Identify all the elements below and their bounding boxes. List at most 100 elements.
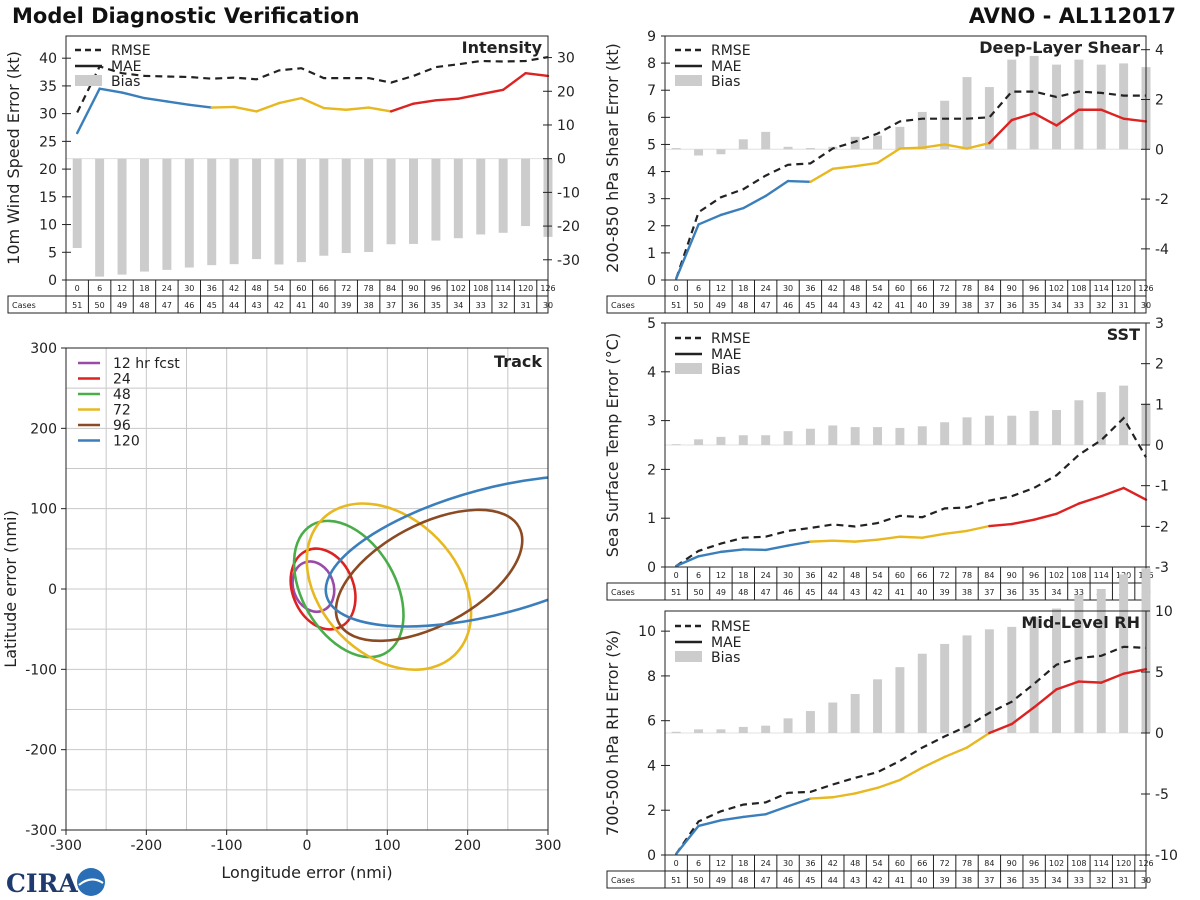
cases-value: 44 [229, 301, 239, 310]
cases-value: 49 [716, 301, 726, 310]
cases-value: 47 [761, 301, 771, 310]
cases-value: 40 [917, 876, 927, 885]
cases-value: 45 [805, 588, 815, 597]
mae-series-segment [1077, 680, 1103, 684]
mae-series-segment [1100, 486, 1125, 498]
x-tick-label: 24 [761, 859, 771, 868]
bias-bar [895, 126, 905, 150]
mae-series-segment [674, 555, 700, 568]
mae-series-segment [165, 100, 191, 106]
bias-bar [761, 131, 771, 150]
x-tick-label: 12 [716, 284, 726, 293]
rmse-series-line [76, 56, 549, 113]
bias-bar [431, 158, 441, 241]
bias-bar [409, 158, 418, 244]
cases-value: 48 [139, 301, 149, 310]
legend-bias-swatch [675, 75, 702, 86]
legend-bias-label: Bias [111, 74, 140, 90]
cases-value: 35 [1029, 588, 1039, 597]
chart-track: -300-300 -200 -200 -100 -100 0 0 100 100 200 200 30… [1, 341, 561, 882]
x-tick-label: 72 [341, 284, 351, 293]
bias-bar [1074, 595, 1084, 733]
y-tick-label: 8 [647, 669, 656, 685]
y2-tick-label: -20 [557, 219, 580, 235]
y2-tick-label: 0 [1155, 438, 1164, 454]
bias-bar [828, 702, 838, 733]
x-tick-label: 120 [1116, 284, 1131, 293]
mae-series-segment [1100, 108, 1125, 120]
panel-title: Deep-Layer Shear [979, 38, 1140, 57]
mae-series-segment [742, 194, 767, 210]
bias-bar [873, 427, 883, 445]
legend-rmse-label: RMSE [711, 331, 751, 347]
bias-bar [828, 425, 838, 445]
cases-value: 34 [1051, 876, 1061, 885]
bias-bar [694, 149, 704, 156]
bias-bar [895, 667, 905, 733]
y-tick-label: 0 [647, 560, 656, 576]
mae-series-segment [764, 805, 790, 816]
cases-value: 47 [162, 301, 172, 310]
x-tick-label: 24 [761, 571, 771, 580]
mae-series-segment [921, 532, 946, 539]
panel-title: Intensity [462, 38, 543, 57]
cases-value: 51 [671, 588, 681, 597]
cases-value: 40 [319, 301, 329, 310]
cases-value: 41 [895, 876, 905, 885]
legend-mae-label: MAE [111, 59, 142, 75]
panel-title: Track [494, 352, 542, 371]
x-tick-label: 84 [984, 859, 994, 868]
legend-rmse-label: RMSE [711, 619, 751, 635]
bias-bar [805, 428, 815, 445]
mae-series-segment [943, 529, 969, 536]
mae-series-segment [786, 797, 812, 808]
bias-bar [984, 415, 994, 445]
cases-value: 38 [962, 876, 972, 885]
cases-value: 32 [1096, 301, 1106, 310]
mae-series-segment [457, 93, 482, 100]
mae-series-segment [898, 146, 924, 150]
y-tick-label: 6 [647, 714, 656, 730]
bias-bar [296, 158, 306, 263]
mae-series-segment [210, 105, 236, 109]
bias-bar [738, 139, 748, 150]
bias-bar [1052, 608, 1061, 733]
mae-series-segment [412, 99, 438, 105]
y-axis-label: 10m Wind Speed Error (kt) [4, 51, 23, 265]
mae-series-segment [719, 206, 745, 217]
y-tick-label: 3 [647, 192, 656, 208]
mae-series-segment [853, 161, 879, 168]
cira-logo-globe [77, 868, 105, 896]
bias-bar [341, 158, 351, 254]
mae-series-segment [786, 540, 812, 547]
bias-bar [1119, 63, 1129, 150]
legend-mae-label: MAE [711, 635, 742, 651]
y2-tick-label: -10 [1155, 848, 1178, 864]
y2-tick-label: -3 [1155, 560, 1169, 576]
y-tick-label: 7 [647, 83, 656, 99]
mae-series-segment [1122, 486, 1148, 501]
y2-tick-label: 2 [1155, 92, 1164, 108]
mae-series-segment [345, 106, 370, 111]
x-tick-label: 12 [716, 859, 726, 868]
mae-series-segment [764, 544, 790, 552]
x-tick-label: 30 [184, 284, 194, 293]
bias-bar [940, 100, 950, 150]
legend-label: 24 [113, 372, 131, 388]
mae-series-segment [876, 147, 902, 165]
bias-bar [453, 158, 463, 239]
cases-value: 36 [408, 301, 418, 310]
y2-tick-label: 2 [1155, 357, 1164, 373]
mae-series-segment [120, 91, 146, 100]
mae-series-segment [1032, 512, 1058, 521]
bias-bar [694, 439, 704, 445]
cases-value: 40 [917, 588, 927, 597]
storm-title: AVNO - AL112017 [968, 4, 1176, 28]
cases-value: 50 [95, 301, 105, 310]
mae-series-segment [674, 223, 700, 280]
cases-value: 30 [1141, 876, 1151, 885]
bias-bar [805, 148, 815, 150]
y-tick-label: 300 [30, 341, 57, 357]
x-tick-label: 66 [319, 284, 329, 293]
